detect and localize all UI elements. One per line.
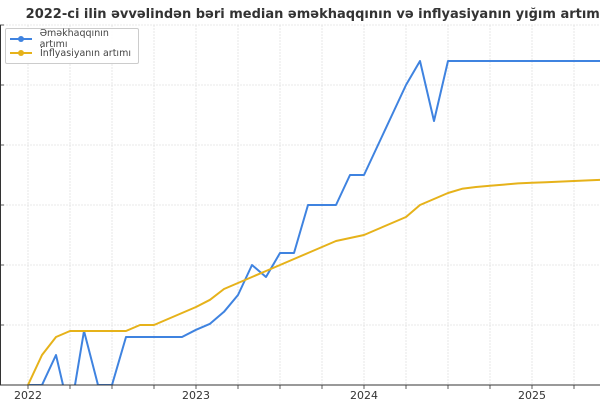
legend-label-wage: Əməkhaqqının artımı — [39, 28, 109, 50]
x-tick-label: 2025 — [518, 389, 546, 402]
x-tick-label: 2024 — [350, 389, 378, 402]
x-tick-label: 2022 — [14, 389, 42, 402]
series-line-1 — [27, 178, 600, 385]
legend-item-inflation: İnflyasiyanın artımı — [10, 46, 131, 60]
series-lines — [27, 60, 600, 385]
chart-title: 2022-ci ilin əvvəlindən bəri median əmək… — [25, 7, 600, 22]
legend: Əməkhaqqının artımı İnflyasiyanın artımı — [5, 28, 139, 64]
legend-swatch-wage — [10, 32, 32, 46]
legend-item-wage: Əməkhaqqının artımı — [10, 28, 138, 50]
legend-label-inflation: İnflyasiyanın artımı — [40, 47, 131, 59]
series-line-0 — [28, 60, 600, 385]
x-tick-label: 2023 — [182, 389, 210, 402]
axes: 2022 2023 2024 2025 — [0, 24, 600, 402]
legend-swatch-inflation — [10, 46, 32, 60]
